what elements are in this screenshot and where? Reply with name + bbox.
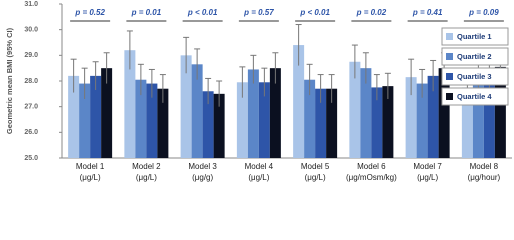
bar [472,72,484,158]
bar [236,82,248,158]
bar [269,68,281,158]
bar [258,82,270,158]
p-value: p = 0.02 [356,8,387,17]
x-tick-unit: (μg/hour) [468,173,501,182]
p-value: p = 0.09 [468,8,499,17]
y-tick-label: 25.0 [24,155,38,162]
legend-swatch [446,53,453,60]
legend-box [441,87,509,106]
bar [326,88,338,158]
x-tick-unit: (μg/L) [305,173,326,182]
x-tick-unit: (μg/g) [192,173,213,182]
y-tick-label: 26.0 [24,129,38,136]
bar [461,87,473,158]
y-tick-label: 29.0 [24,52,38,59]
bar [191,64,203,158]
bar [180,55,192,159]
bar [483,77,495,158]
x-tick-label: Model 7 [413,162,442,171]
x-tick-unit: (μg/L) [136,173,157,182]
bar [382,86,394,158]
x-tick-unit: (μg/mOsm/kg) [346,173,397,182]
p-value: p = 0.57 [243,8,274,17]
legend-label: Quartile 1 [457,32,492,41]
y-tick-label: 27.0 [24,104,38,111]
y-tick-label: 28.0 [24,78,38,85]
x-tick-label: Model 2 [132,162,161,171]
bar [360,68,372,158]
y-tick-label: 31.0 [24,1,38,8]
bar [213,93,225,158]
x-tick-label: Model 6 [357,162,386,171]
y-axis-label: Geometric mean BMI (95% CI) [5,27,14,134]
bar [304,79,316,158]
chart: Geometric mean BMI (95% CI) 25.0 26.0 27.0… [5,1,512,182]
legend-box [441,47,509,66]
x-tick-label: Model 8 [470,162,499,171]
bar [405,77,417,158]
legend-box [441,27,509,46]
x-tick-label: Model 1 [76,162,105,171]
legend-box [441,67,509,86]
legend-swatch [446,33,453,40]
x-tick-unit: (μg/L) [248,173,269,182]
p-value: p = 0.52 [74,8,105,17]
bar [135,79,147,158]
bar [146,83,158,158]
bar [427,75,439,158]
bar [247,69,259,158]
legend-label: Quartile 2 [457,52,492,61]
x-tick-label: Model 5 [301,162,330,171]
bar [416,83,428,158]
bar [438,68,450,158]
p-value: p < 0.01 [299,8,330,17]
legend-swatch [446,73,453,80]
bar [494,66,506,158]
bar [315,88,327,158]
p-value: p < 0.01 [187,8,218,17]
bar [349,61,361,158]
p-value: p = 0.01 [131,8,162,17]
bar [90,75,102,158]
legend-swatch [446,93,453,100]
bar [79,83,91,158]
y-tick-label: 30.0 [24,27,38,34]
legend-label: Quartile 3 [457,72,492,81]
x-tick-unit: (μg/L) [417,173,438,182]
bar [293,45,305,158]
bar [68,75,80,158]
x-tick-label: Model 4 [245,162,274,171]
bar [202,91,214,158]
bar [124,50,136,159]
bar [101,68,113,158]
x-tick-unit: (μg/L) [80,173,101,182]
bar [157,88,169,158]
x-tick-label: Model 3 [188,162,217,171]
bar [371,87,383,158]
p-value: p = 0.41 [412,8,443,17]
legend-label: Quartile 4 [457,92,492,101]
